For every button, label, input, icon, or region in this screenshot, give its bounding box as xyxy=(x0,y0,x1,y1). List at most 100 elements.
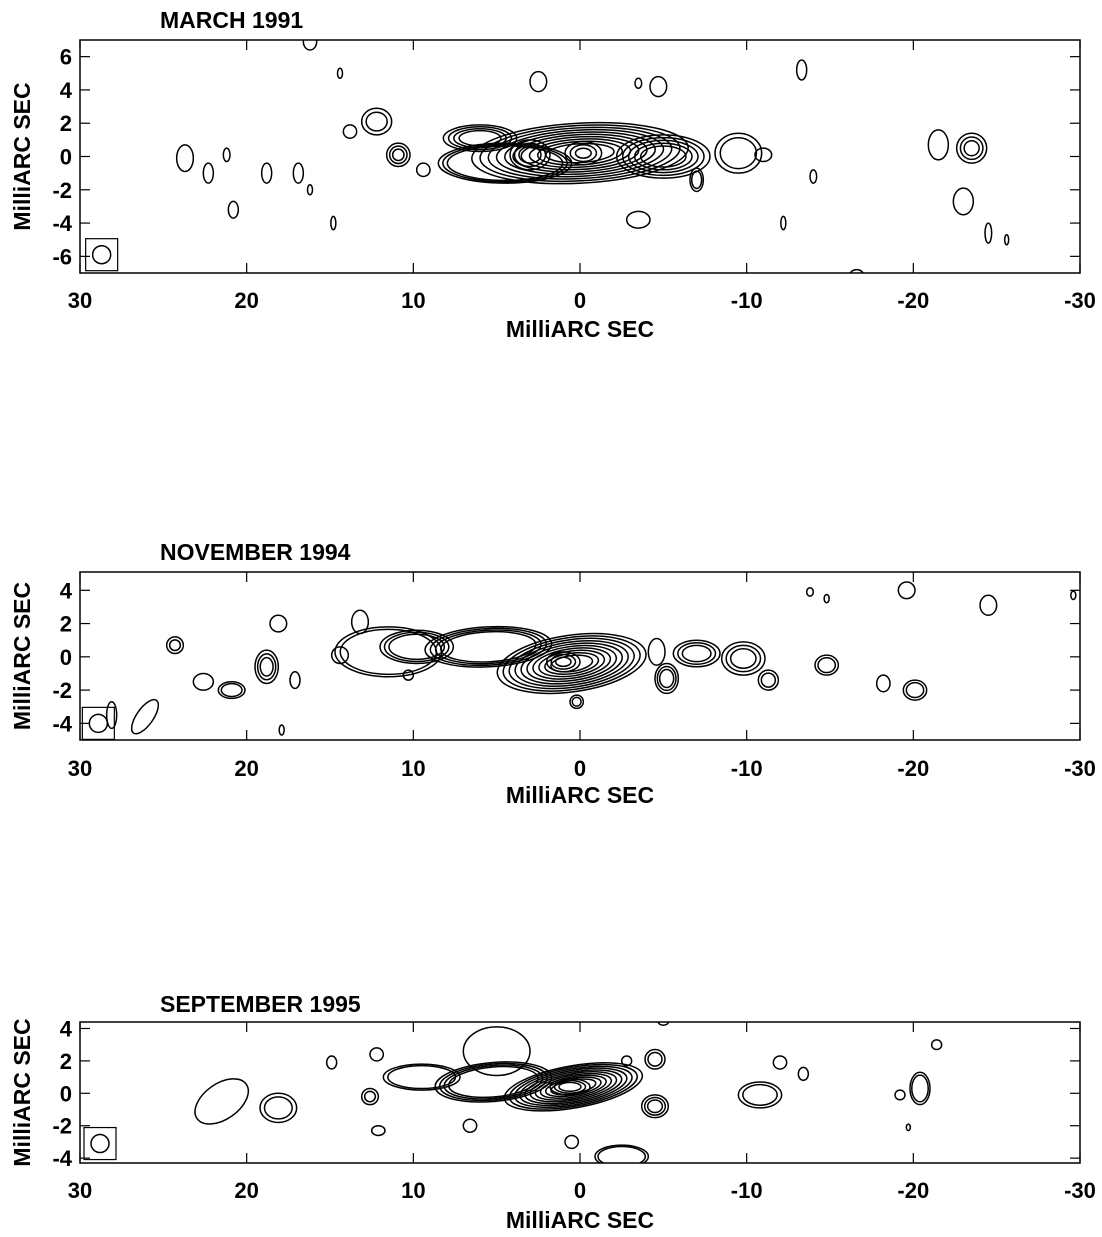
contour-line xyxy=(402,669,415,681)
contour-line xyxy=(643,1096,667,1116)
x-tick-label: 10 xyxy=(401,756,425,781)
panel-title: NOVEMBER 1994 xyxy=(160,539,351,565)
contour-line xyxy=(379,629,455,665)
x-tick-label: 20 xyxy=(234,288,258,313)
contour-line xyxy=(130,698,160,735)
contour-line xyxy=(334,626,443,678)
contour-line xyxy=(529,70,548,93)
x-tick-label: -20 xyxy=(897,288,929,313)
x-tick-label: 20 xyxy=(234,756,258,781)
contour-line xyxy=(597,1145,647,1163)
y-tick-label: -2 xyxy=(52,678,72,703)
contour-line xyxy=(672,639,721,668)
contour-line xyxy=(625,210,651,229)
contour-line xyxy=(479,124,681,183)
contour-line xyxy=(725,644,762,673)
contour-line xyxy=(462,1118,478,1133)
contour-line xyxy=(615,134,711,179)
contour-line xyxy=(365,111,388,132)
x-tick-label: 30 xyxy=(68,756,92,781)
contour-line xyxy=(644,1048,666,1070)
contour-line xyxy=(689,167,705,193)
contour-line xyxy=(963,139,980,157)
contour-line xyxy=(719,136,758,170)
contour-line xyxy=(849,268,864,273)
contour-line xyxy=(495,128,665,178)
contour-line xyxy=(534,1072,613,1101)
contour-map xyxy=(194,1022,943,1163)
contour-line xyxy=(424,625,553,668)
x-tick-label: 0 xyxy=(574,288,586,313)
y-tick-label: -4 xyxy=(52,711,72,736)
panel-title: MARCH 1991 xyxy=(160,7,303,33)
contour-line xyxy=(509,139,551,171)
contour-line xyxy=(634,77,643,90)
contour-line xyxy=(1070,590,1077,601)
contour-line xyxy=(447,126,513,151)
y-tick-label: -6 xyxy=(52,244,72,269)
contour-line xyxy=(259,1092,298,1124)
contour-line xyxy=(772,1055,788,1070)
contour-line xyxy=(780,215,787,231)
contour-line xyxy=(1003,233,1010,246)
contour-line xyxy=(429,627,548,667)
x-tick-label: 0 xyxy=(574,1178,586,1203)
contour-line xyxy=(742,1083,778,1106)
contour-line xyxy=(571,696,582,707)
contour-line xyxy=(959,136,984,161)
contour-line xyxy=(952,187,975,216)
y-tick-label: 4 xyxy=(60,78,73,103)
contour-line xyxy=(760,672,777,688)
contour-line xyxy=(382,1063,461,1091)
x-tick-label: 0 xyxy=(574,756,586,781)
contour-line xyxy=(217,681,246,700)
contour-line xyxy=(649,75,668,98)
x-tick-label: -30 xyxy=(1064,756,1096,781)
contour-line xyxy=(175,144,195,173)
contour-line xyxy=(330,646,350,665)
contour-line xyxy=(514,640,629,687)
beam-ellipse xyxy=(90,1133,110,1154)
y-axis-label: MilliARC SEC xyxy=(9,582,35,730)
y-tick-label: -2 xyxy=(52,178,72,203)
contour-line xyxy=(927,129,950,161)
contour-line xyxy=(720,641,766,676)
y-tick-label: 0 xyxy=(60,645,72,670)
contour-line xyxy=(502,635,641,692)
contour-line xyxy=(681,644,712,663)
x-tick-label: 30 xyxy=(68,288,92,313)
contour-line xyxy=(646,1099,664,1114)
contour-line xyxy=(227,200,240,219)
contour-line xyxy=(520,642,623,685)
contour-line xyxy=(647,1051,663,1067)
contour-line xyxy=(259,656,274,677)
contour-line xyxy=(336,67,344,80)
contour-line xyxy=(545,651,581,673)
contour-line xyxy=(387,1064,457,1090)
x-tick-label: -10 xyxy=(731,288,763,313)
contour-line xyxy=(292,162,305,184)
contour-line xyxy=(805,587,815,597)
y-tick-label: 6 xyxy=(60,45,72,70)
contour-line xyxy=(911,1074,929,1103)
contour-line xyxy=(168,639,182,652)
contour-map xyxy=(105,581,1077,736)
contour-line xyxy=(875,674,891,693)
contour-line xyxy=(508,637,635,690)
contour-line xyxy=(909,1071,931,1106)
y-axis-label: MilliARC SEC xyxy=(9,82,35,230)
x-tick-label: -30 xyxy=(1064,288,1096,313)
contour-line xyxy=(339,628,438,676)
contour-line xyxy=(306,184,314,196)
x-tick-label: -30 xyxy=(1064,1178,1096,1203)
contour-line xyxy=(350,609,370,635)
beam-ellipse xyxy=(91,244,112,265)
contour-line xyxy=(754,147,773,163)
contour-line xyxy=(496,632,647,695)
contour-line xyxy=(640,1094,670,1119)
contour-line xyxy=(930,1039,943,1051)
contour-line xyxy=(574,147,592,159)
contour-line xyxy=(558,1081,582,1093)
